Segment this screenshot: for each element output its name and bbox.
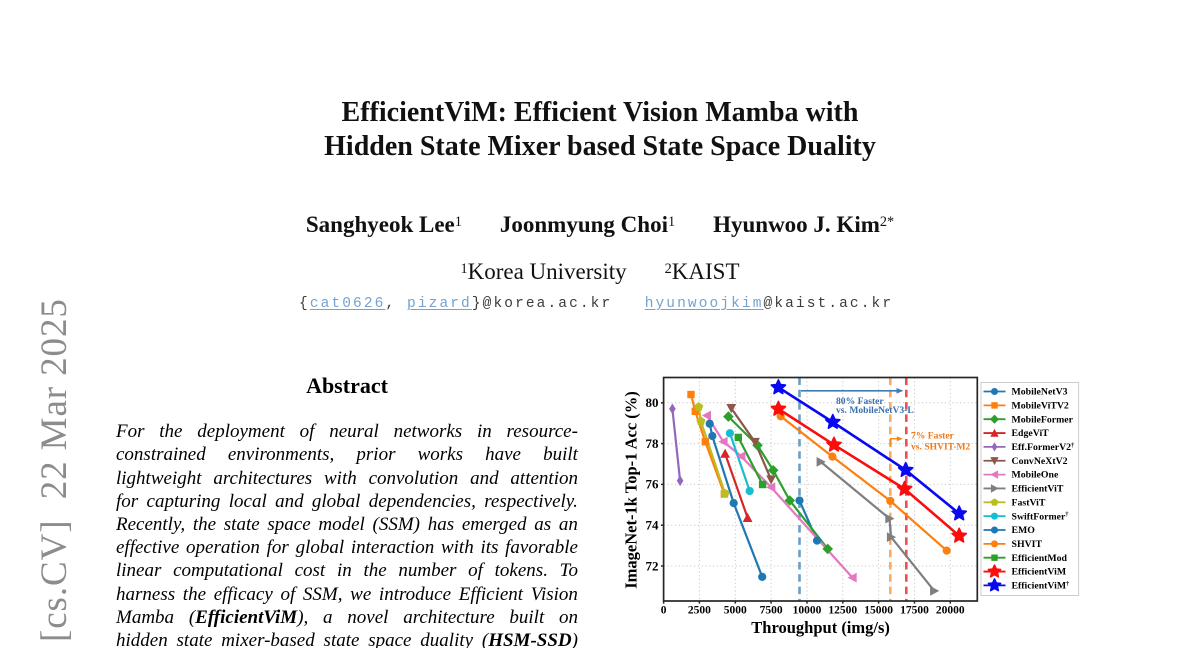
svg-text:78: 78 [646,436,660,451]
svg-text:MobileOne: MobileOne [1012,470,1059,481]
svg-text:2500: 2500 [688,604,711,616]
svg-text:Throughput (img/s): Throughput (img/s) [751,618,890,637]
svg-text:vs. SHVIT-M2: vs. SHVIT-M2 [911,441,971,452]
svg-text:vs. MobileNetV3-L: vs. MobileNetV3-L [836,405,914,416]
svg-text:0: 0 [661,604,667,616]
svg-text:EfficientViM†: EfficientViM† [1012,580,1070,591]
svg-text:EdgeViT: EdgeViT [1012,428,1050,439]
svg-text:Eff.FormerV2†: Eff.FormerV2† [1012,442,1075,453]
svg-text:MobileNetV3: MobileNetV3 [1012,387,1068,398]
svg-text:EfficientViM: EfficientViM [1012,567,1067,578]
svg-text:ConvNeXtV2: ConvNeXtV2 [1012,456,1068,467]
svg-text:74: 74 [646,518,660,533]
svg-text:SwiftFormer†: SwiftFormer† [1012,511,1069,522]
svg-text:FastViT: FastViT [1012,497,1046,508]
svg-text:80: 80 [646,395,659,410]
svg-text:ImageNet-1k Top-1 Acc (%): ImageNet-1k Top-1 Acc (%) [622,391,641,589]
svg-text:EfficientMod: EfficientMod [1012,553,1068,564]
svg-text:12500: 12500 [828,604,857,616]
svg-text:7% Faster: 7% Faster [911,431,955,442]
svg-text:80% Faster: 80% Faster [836,396,884,407]
svg-text:17500: 17500 [900,604,929,616]
svg-text:7500: 7500 [760,604,783,616]
svg-text:SHVIT: SHVIT [1012,539,1043,550]
svg-text:10000: 10000 [793,604,822,616]
svg-text:20000: 20000 [936,604,965,616]
svg-text:76: 76 [646,477,660,492]
svg-text:72: 72 [646,558,659,573]
svg-text:EfficientViT: EfficientViT [1012,484,1064,495]
svg-text:15000: 15000 [864,604,893,616]
svg-text:MobileViTV2: MobileViTV2 [1012,400,1069,411]
svg-text:EMO: EMO [1012,525,1036,536]
svg-text:MobileFormer: MobileFormer [1012,414,1074,425]
svg-text:5000: 5000 [724,604,747,616]
